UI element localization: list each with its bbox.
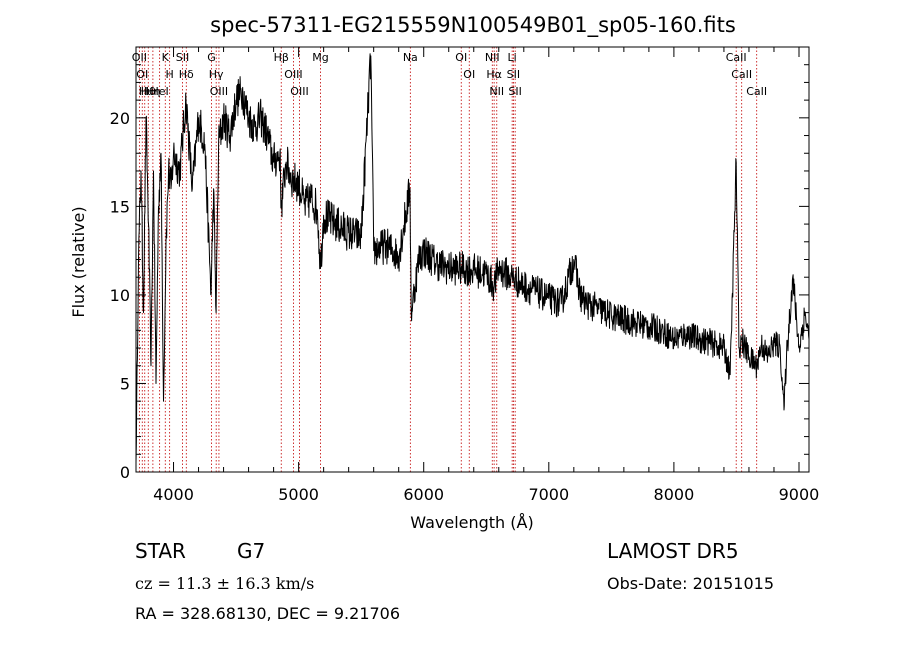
line-label-4: Hη bbox=[145, 85, 160, 98]
line-label-8: SII bbox=[176, 51, 189, 64]
line-label-24: SII bbox=[507, 68, 520, 81]
line-label-19: OI bbox=[463, 68, 475, 81]
line-label-28: CaII bbox=[746, 85, 767, 98]
chart-title: spec-57311-EG215559N100549B01_sp05-160.f… bbox=[210, 13, 736, 38]
spectrum-series bbox=[135, 53, 810, 464]
y-tick-label-5: 5 bbox=[120, 374, 130, 393]
line-label-7: H bbox=[166, 68, 174, 81]
object-subclass: G7 bbox=[237, 539, 266, 563]
spectrum-line bbox=[135, 53, 810, 464]
line-label-13: Hβ bbox=[274, 51, 289, 64]
line-label-10: G bbox=[207, 51, 216, 64]
object-class: STAR bbox=[135, 539, 186, 563]
y-axis-label: Flux (relative) bbox=[69, 206, 88, 317]
x-tick-label-5000: 5000 bbox=[278, 485, 319, 504]
x-tick-label-4000: 4000 bbox=[153, 485, 194, 504]
ra-dec-coordinates: RA = 328.68130, DEC = 9.21706 bbox=[135, 604, 401, 623]
line-label-26: CaII bbox=[726, 51, 747, 64]
plot-frame bbox=[135, 46, 810, 473]
line-label-0: OII bbox=[132, 51, 147, 64]
observation-date: Obs-Date: 20151015 bbox=[607, 574, 775, 593]
x-tick-label-7000: 7000 bbox=[528, 485, 569, 504]
line-label-9: Hδ bbox=[179, 68, 194, 81]
axis-ticks: 4000 5000 6000 7000 8000 9000 0 5 10 15 20 bbox=[110, 46, 820, 504]
y-tick-label-0: 0 bbox=[120, 463, 130, 482]
x-tick-label-9000: 9000 bbox=[779, 485, 820, 504]
x-axis-label: Wavelength (Å) bbox=[410, 513, 533, 532]
line-label-14: OIII bbox=[284, 68, 302, 81]
line-label-21: Hα bbox=[486, 68, 502, 81]
x-tick-label-8000: 8000 bbox=[654, 485, 695, 504]
line-label-2: Hι bbox=[139, 85, 151, 98]
y-tick-label-15: 15 bbox=[110, 197, 130, 216]
y-tick-label-20: 20 bbox=[110, 109, 130, 128]
line-label-22: NII bbox=[489, 85, 504, 98]
line-label-11: Hγ bbox=[209, 68, 224, 81]
line-label-6: K bbox=[162, 51, 170, 64]
line-label-1: OI bbox=[136, 68, 148, 81]
y-tick-label-10: 10 bbox=[110, 286, 130, 305]
line-label-20: NII bbox=[485, 51, 500, 64]
survey-name: LAMOST DR5 bbox=[607, 539, 739, 563]
line-label-25: SII bbox=[508, 85, 521, 98]
redshift-cz: cz = 11.3 ± 16.3 km/s bbox=[135, 574, 315, 593]
line-label-27: CaII bbox=[731, 68, 752, 81]
line-label-18: OI bbox=[455, 51, 467, 64]
line-label-23: Li bbox=[508, 51, 517, 64]
spectrum-chart: spec-57311-EG215559N100549B01_sp05-160.f… bbox=[69, 13, 820, 532]
line-label-5: HeI bbox=[150, 85, 168, 98]
x-tick-label-6000: 6000 bbox=[403, 485, 444, 504]
line-label-16: Mg bbox=[312, 51, 328, 64]
line-label-12: OIII bbox=[210, 85, 228, 98]
line-labels: OIIOIHιHθHηHeIKHSIIHδGHγOIIIHβOIIIOIIIMg… bbox=[132, 51, 767, 98]
line-label-15: OIII bbox=[290, 85, 308, 98]
line-label-17: Na bbox=[403, 51, 418, 64]
line-markers bbox=[138, 47, 758, 472]
line-label-3: Hθ bbox=[141, 85, 156, 98]
